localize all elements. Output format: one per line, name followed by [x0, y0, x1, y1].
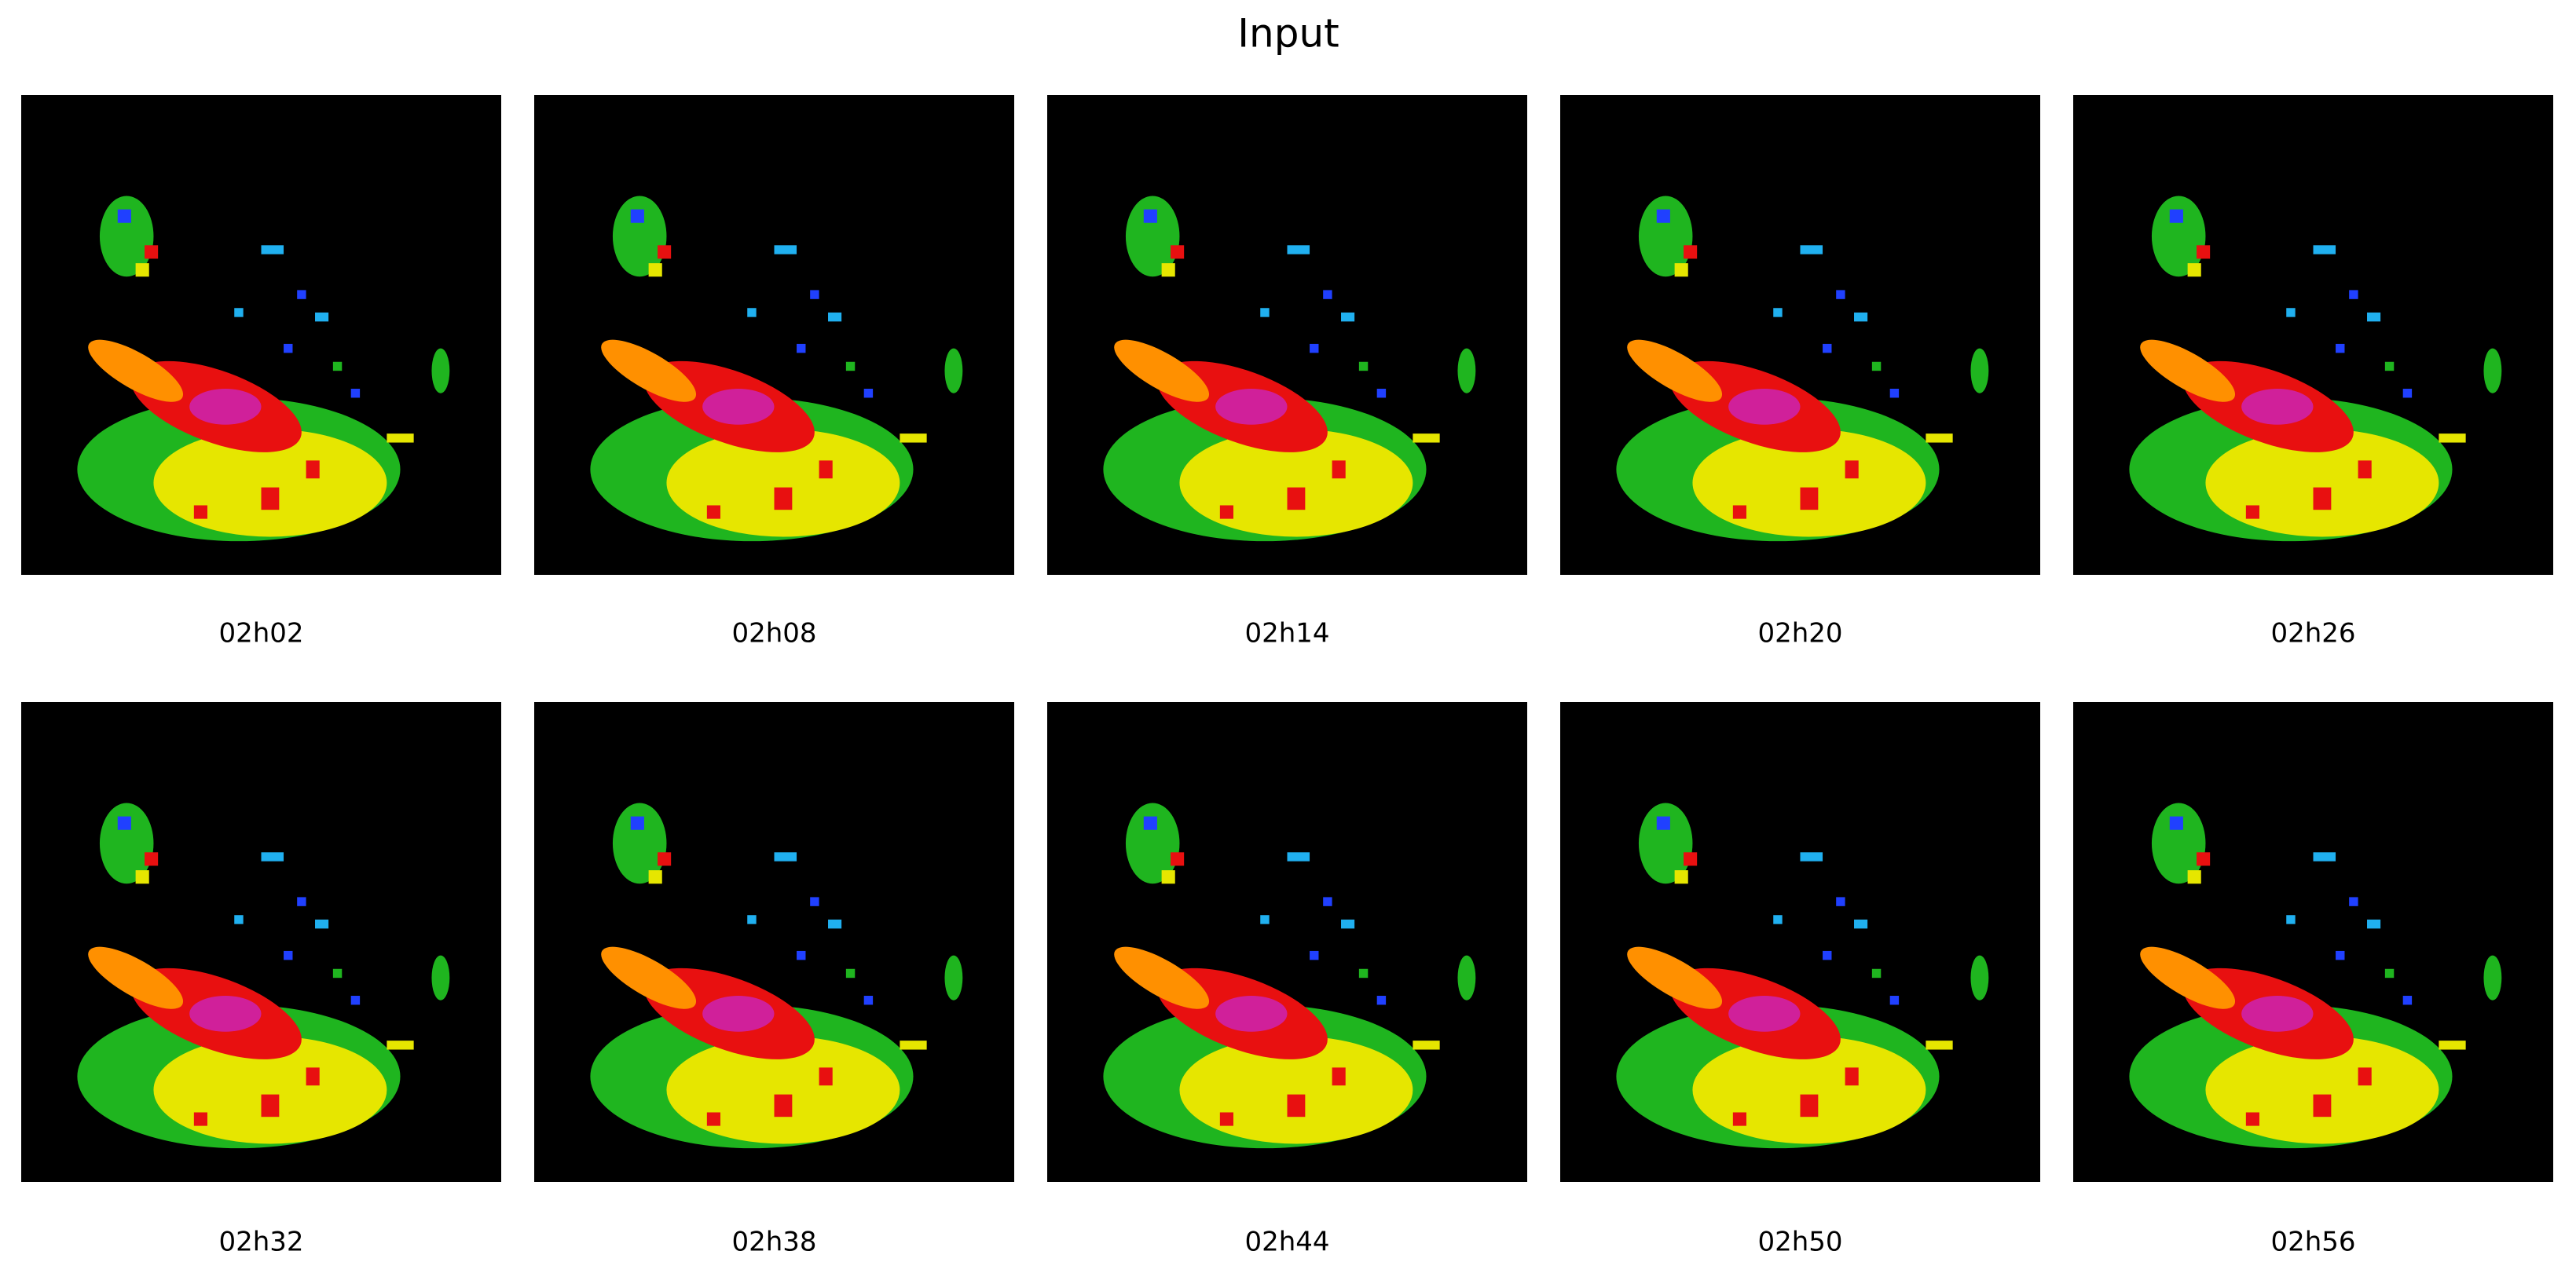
figure-title: Input [1237, 11, 1339, 57]
radar-panel: 02h08 [534, 95, 1014, 649]
panel-label: 02h20 [1757, 618, 1842, 649]
radar-panel: 02h50 [1560, 702, 2040, 1258]
panel-label: 02h26 [2270, 618, 2355, 649]
radar-panel: 02h02 [21, 95, 501, 649]
panel-label: 02h08 [731, 618, 816, 649]
panel-label: 02h38 [731, 1227, 816, 1258]
radar-panel: 02h56 [2073, 702, 2553, 1258]
panel-label: 02h14 [1244, 618, 1329, 649]
panel-label: 02h50 [1757, 1227, 1842, 1258]
radar-panel: 02h26 [2073, 95, 2553, 649]
panel-label: 02h32 [218, 1227, 303, 1258]
radar-panel: 02h14 [1047, 95, 1527, 649]
radar-panel: 02h38 [534, 702, 1014, 1258]
radar-panel: 02h44 [1047, 702, 1527, 1258]
radar-panel: 02h20 [1560, 95, 2040, 649]
panel-label: 02h02 [218, 618, 303, 649]
panel-label: 02h56 [2270, 1227, 2355, 1258]
radar-panel: 02h32 [21, 702, 501, 1258]
panel-label: 02h44 [1244, 1227, 1329, 1258]
